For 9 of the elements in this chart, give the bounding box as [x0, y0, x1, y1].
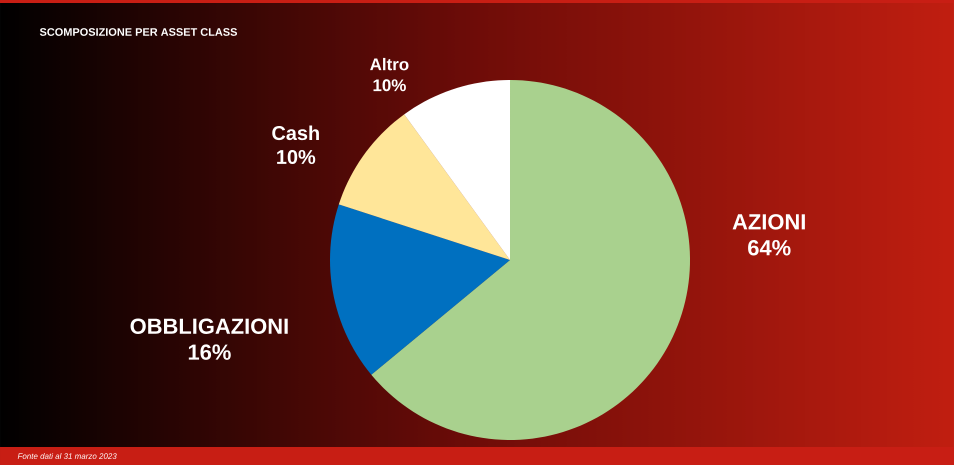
slice-label: Altro — [370, 58, 409, 70]
data-label: 64% — [748, 240, 791, 256]
data-label: 10% — [277, 150, 316, 164]
slice-label: Cash — [272, 126, 319, 140]
chart-title: SCOMPOSIZIONE PER ASSET CLASS — [40, 28, 237, 36]
slice-label: AZIONI — [732, 214, 805, 230]
slice-label: OBBLIGAZIONI — [130, 318, 288, 334]
data-label: 16% — [188, 344, 231, 360]
data-label: 10% — [374, 79, 406, 92]
